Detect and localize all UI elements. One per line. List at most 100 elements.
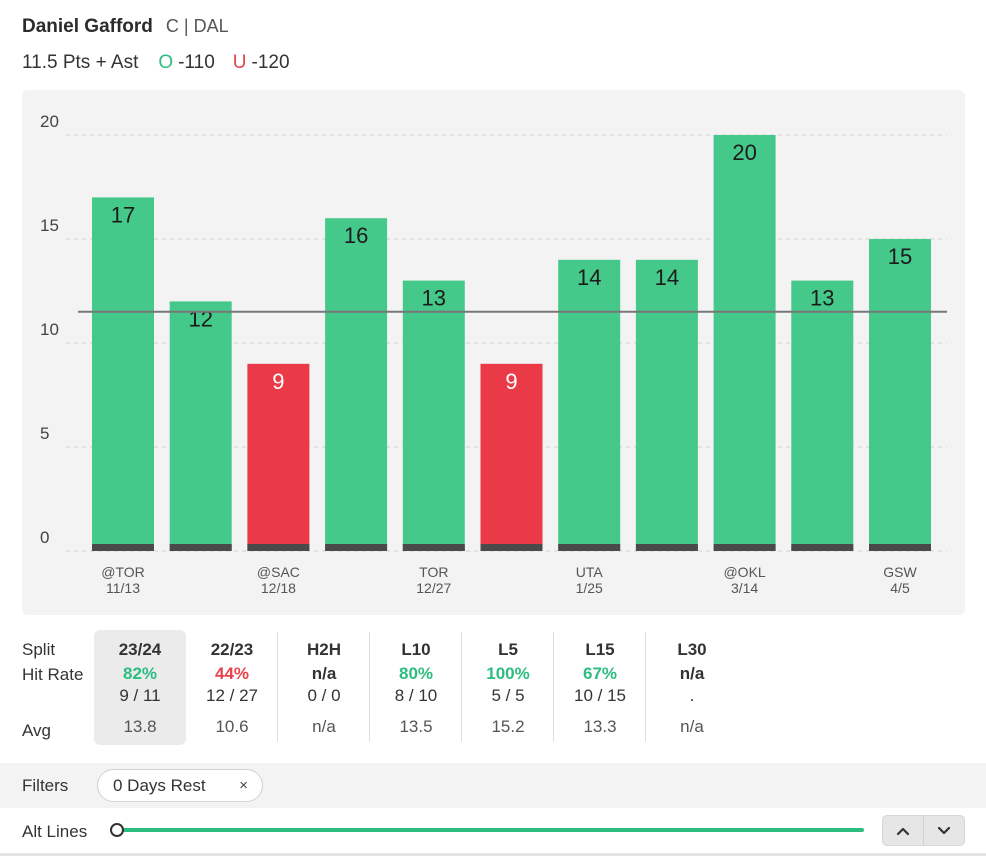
hit-rate-value: 67% xyxy=(582,664,618,683)
bar[interactable] xyxy=(635,259,698,551)
alt-lines-bar: Alt Lines xyxy=(0,808,986,856)
x-tick-opponent: TOR xyxy=(419,564,448,580)
split-column[interactable]: H2H n/a 0 / 0 n/a xyxy=(278,630,370,745)
bar-value-label: 14 xyxy=(655,265,679,290)
bar-value-label: 9 xyxy=(272,369,284,394)
split-name: H2H xyxy=(306,640,341,659)
over-label[interactable]: O xyxy=(158,52,174,73)
bar-base xyxy=(325,544,388,551)
split-label: Split xyxy=(22,640,56,659)
filters-label: Filters xyxy=(22,776,69,795)
over-odds[interactable]: -110 xyxy=(178,52,215,73)
y-tick-label: 10 xyxy=(40,320,59,339)
line-up-button[interactable] xyxy=(883,816,923,845)
bar[interactable] xyxy=(402,280,465,551)
prop-line: 11.5 Pts + Ast O -110 U -120 xyxy=(22,52,962,74)
split-column[interactable]: L5 100% 5 / 5 15.2 xyxy=(462,630,554,745)
split-column[interactable]: L30 n/a. n/a xyxy=(646,630,738,745)
x-tick-opponent: @TOR xyxy=(101,564,145,580)
y-tick-label: 0 xyxy=(40,528,49,547)
bar[interactable] xyxy=(247,363,310,551)
split-name: L5 xyxy=(498,640,518,659)
close-icon[interactable]: × xyxy=(239,777,248,794)
bar-value-label: 12 xyxy=(188,306,212,331)
column-divider xyxy=(369,632,370,742)
bar-value-label: 20 xyxy=(732,140,756,165)
hit-rate-value: n/a xyxy=(679,664,705,683)
x-tick-opponent: @OKL xyxy=(723,564,765,580)
player-team-position: C | DAL xyxy=(165,16,229,36)
bar[interactable] xyxy=(325,218,388,551)
alt-lines-slider-track[interactable] xyxy=(118,828,864,832)
x-tick-date: 3/14 xyxy=(731,580,758,596)
hit-rate-value: 80% xyxy=(398,664,434,683)
hit-rate-label: Hit Rate xyxy=(22,665,84,684)
split-average: n/a xyxy=(312,717,336,736)
bar[interactable] xyxy=(791,280,854,551)
y-tick-label: 5 xyxy=(40,424,49,443)
split-name: 23/24 xyxy=(118,640,162,659)
x-tick-date: 11/13 xyxy=(106,580,140,596)
split-name: L10 xyxy=(401,640,431,659)
chevron-up-icon xyxy=(896,827,910,835)
bar-base xyxy=(480,544,543,551)
avg-label: Avg xyxy=(22,721,51,740)
split-average: 13.3 xyxy=(583,717,617,736)
split-name: 22/23 xyxy=(210,640,254,659)
bar[interactable] xyxy=(92,197,154,551)
hit-rate-value: 100% xyxy=(486,664,530,683)
line-down-button[interactable] xyxy=(923,816,964,845)
market-label: 11.5 Pts + Ast xyxy=(22,52,139,73)
bar[interactable] xyxy=(169,301,232,551)
hit-rate-value: 44% xyxy=(214,664,250,683)
filter-chip-days-rest[interactable]: 0 Days Rest × xyxy=(97,769,263,802)
hit-fraction: 0 / 0 xyxy=(307,686,341,705)
split-column[interactable]: 23/24 82% 9 / 11 13.8 xyxy=(94,630,186,745)
bar-base xyxy=(558,544,621,551)
x-tick-opponent: GSW xyxy=(883,564,917,580)
x-tick-date: 4/5 xyxy=(890,580,910,596)
x-tick-date: 12/18 xyxy=(261,580,296,596)
splits-table: Split Hit Rate Avg 23/24 82% 9 / 11 13.8 22/… xyxy=(0,630,986,745)
bar-base xyxy=(713,544,776,551)
under-odds[interactable]: -120 xyxy=(251,52,290,73)
bar-value-label: 15 xyxy=(888,244,912,269)
bar-value-label: 9 xyxy=(505,369,517,394)
bar-base xyxy=(869,544,931,551)
hit-fraction: 10 / 15 xyxy=(574,686,626,705)
y-tick-label: 15 xyxy=(40,216,59,235)
split-name: L30 xyxy=(677,640,707,659)
hit-fraction: 12 / 27 xyxy=(206,686,258,705)
alt-lines-slider-handle[interactable] xyxy=(110,823,124,837)
bar-value-label: 14 xyxy=(577,265,601,290)
split-average: 15.2 xyxy=(491,717,525,736)
bar-base xyxy=(635,544,698,551)
hit-rate-value: n/a xyxy=(311,664,337,683)
x-tick-opponent: @SAC xyxy=(257,564,300,580)
hit-fraction: . xyxy=(689,686,695,705)
split-average: 10.6 xyxy=(215,717,249,736)
hit-fraction: 9 / 11 xyxy=(119,686,161,705)
bar-base xyxy=(169,544,232,551)
filters-bar: Filters 0 Days Rest × xyxy=(0,763,986,808)
column-divider xyxy=(645,632,646,742)
split-column[interactable]: L10 80% 8 / 10 13.5 xyxy=(370,630,462,745)
bar-base xyxy=(791,544,854,551)
split-column[interactable]: L15 67% 10 / 15 13.3 xyxy=(554,630,646,745)
filter-chip-label: 0 Days Rest xyxy=(113,775,206,795)
bar[interactable] xyxy=(480,363,543,551)
alt-lines-label: Alt Lines xyxy=(22,822,88,841)
x-tick-date: 12/27 xyxy=(416,580,451,596)
x-tick-date: 1/25 xyxy=(576,580,603,596)
bar[interactable] xyxy=(558,259,621,551)
bar[interactable] xyxy=(713,135,776,551)
prop-header: Daniel Gafford C | DAL 11.5 Pts + Ast O … xyxy=(22,16,962,74)
hit-fraction: 5 / 5 xyxy=(491,686,525,705)
alt-lines-stepper xyxy=(882,815,965,846)
split-column[interactable]: 22/23 44% 12 / 27 10.6 xyxy=(186,630,278,745)
under-label[interactable]: U xyxy=(232,52,247,73)
bar[interactable] xyxy=(869,239,931,551)
column-divider xyxy=(277,632,278,742)
bar-value-label: 17 xyxy=(111,202,135,227)
